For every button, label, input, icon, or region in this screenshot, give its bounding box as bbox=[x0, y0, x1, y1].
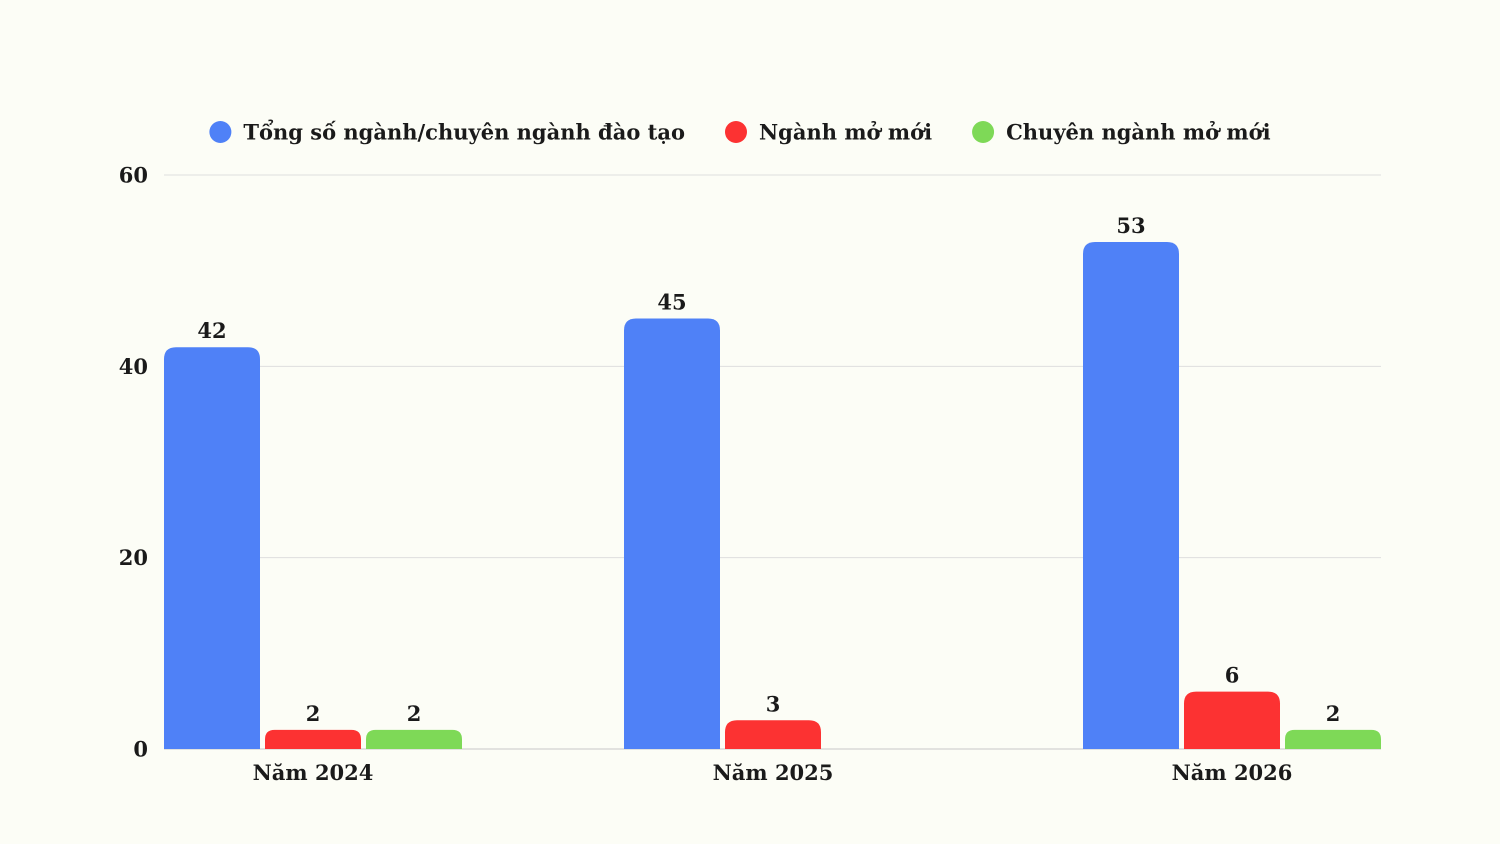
y-axis: 0 20 40 60 bbox=[119, 163, 148, 762]
y-tick-label: 0 bbox=[133, 737, 148, 762]
x-tick-label: Năm 2026 bbox=[1172, 760, 1293, 785]
legend-item: Tổng số ngành/chuyên ngành đào tạo bbox=[209, 120, 685, 145]
y-tick-label: 40 bbox=[119, 354, 148, 379]
data-label: 3 bbox=[766, 691, 781, 716]
data-label: 53 bbox=[1116, 213, 1145, 238]
y-tick-label: 60 bbox=[119, 163, 148, 188]
legend-swatch bbox=[724, 121, 747, 143]
data-labels: 42 2 2 45 3 53 6 2 bbox=[197, 213, 1340, 726]
bar-1-2 bbox=[1184, 691, 1280, 749]
bar-1-0 bbox=[265, 729, 361, 749]
legend-item: Chuyên ngành mở mới bbox=[972, 120, 1271, 145]
legend-item: Ngành mở mới bbox=[724, 120, 932, 145]
bar-2-0 bbox=[366, 729, 462, 749]
legend: Tổng số ngành/chuyên ngành đào tạo Ngành … bbox=[209, 120, 1271, 145]
data-label: 45 bbox=[657, 290, 686, 315]
bar-0-2 bbox=[1083, 241, 1179, 749]
legend-swatch bbox=[209, 121, 232, 143]
bar-2-2 bbox=[1285, 729, 1381, 749]
y-tick-label: 20 bbox=[119, 545, 148, 570]
x-tick-label: Năm 2024 bbox=[253, 760, 374, 785]
x-axis: Năm 2024 Năm 2025 Năm 2026 bbox=[253, 760, 1293, 785]
x-tick-label: Năm 2025 bbox=[713, 760, 834, 785]
bar-1-1 bbox=[725, 720, 821, 749]
bar-0-1 bbox=[624, 318, 720, 749]
data-label: 2 bbox=[1326, 701, 1341, 726]
legend-label: Chuyên ngành mở mới bbox=[1006, 120, 1271, 145]
legend-label: Tổng số ngành/chuyên ngành đào tạo bbox=[243, 120, 685, 145]
data-label: 2 bbox=[306, 701, 321, 726]
gridlines bbox=[164, 174, 1381, 750]
bars bbox=[164, 241, 1381, 749]
bar-0-0 bbox=[164, 347, 260, 749]
legend-label: Ngành mở mới bbox=[759, 120, 932, 145]
data-label: 2 bbox=[407, 701, 422, 726]
legend-swatch bbox=[972, 121, 995, 143]
data-label: 42 bbox=[197, 318, 226, 343]
data-label: 6 bbox=[1225, 663, 1240, 688]
